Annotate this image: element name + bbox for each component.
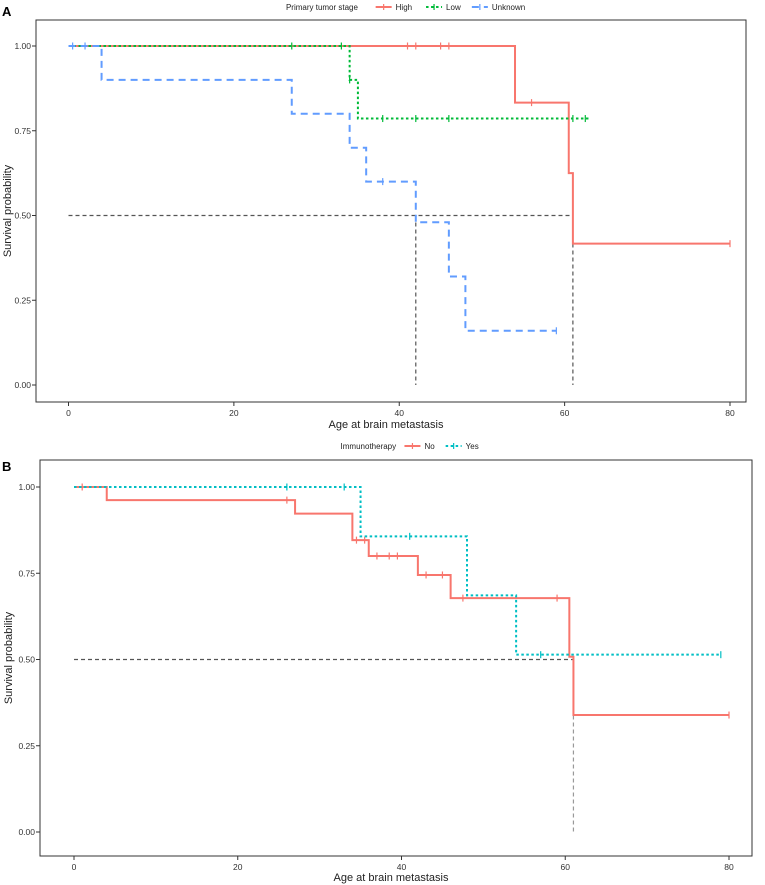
legend-title: Primary tumor stage bbox=[286, 3, 359, 12]
x-tick-label: 80 bbox=[725, 408, 735, 418]
x-tick-label: 40 bbox=[395, 408, 405, 418]
legend: Primary tumor stage High Low Unknown bbox=[286, 3, 525, 12]
survival-curve-unknown bbox=[68, 45, 557, 332]
x-axis-title: Age at brain metastasis bbox=[334, 872, 449, 884]
plot-frame bbox=[35, 19, 747, 403]
survival-curve-yes bbox=[74, 486, 721, 656]
legend-label-no: No bbox=[424, 442, 435, 451]
survival-curve-low bbox=[68, 45, 590, 120]
panel-letter: A bbox=[2, 4, 12, 19]
x-tick-label: 60 bbox=[560, 408, 570, 418]
panel-letter: B bbox=[2, 459, 11, 474]
legend-label-unknown: Unknown bbox=[492, 3, 525, 12]
y-tick-label: 1.00 bbox=[18, 482, 35, 492]
y-tick-label: 0.50 bbox=[14, 211, 31, 221]
y-tick-label: 0.75 bbox=[14, 126, 31, 136]
plot-frame bbox=[39, 459, 753, 857]
y-tick-label: 0.25 bbox=[14, 295, 31, 305]
y-tick-label: 0.75 bbox=[18, 568, 35, 578]
y-tick-label: 0.00 bbox=[14, 380, 31, 390]
legend-label-high: High bbox=[396, 3, 412, 12]
legend-title: Immunotherapy bbox=[341, 442, 397, 451]
x-tick-label: 80 bbox=[724, 862, 734, 872]
x-tick-label: 0 bbox=[66, 408, 71, 418]
x-tick-label: 20 bbox=[229, 408, 239, 418]
panel-B: B 0.00 0.25 0.50 0.75 1.00 0 20 40 60 80 Age at bra… bbox=[2, 442, 753, 884]
survival-curve-no bbox=[74, 486, 729, 717]
x-tick-label: 60 bbox=[561, 862, 571, 872]
x-axis-title: Age at brain metastasis bbox=[329, 419, 444, 431]
panel-A: A 0.00 0.25 0.50 0.75 1.00 0 20 40 60 80 Age at bra… bbox=[2, 3, 747, 431]
x-tick-label: 40 bbox=[397, 862, 407, 872]
survival-curve-high bbox=[68, 45, 730, 245]
x-tick-label: 0 bbox=[72, 862, 77, 872]
y-tick-label: 0.50 bbox=[18, 655, 35, 665]
legend: Immunotherapy No Yes bbox=[341, 442, 479, 451]
x-tick-label: 20 bbox=[233, 862, 243, 872]
y-tick-label: 0.00 bbox=[18, 827, 35, 837]
y-tick-label: 1.00 bbox=[14, 41, 31, 51]
y-axis-title: Survival probability bbox=[3, 611, 15, 704]
y-tick-label: 0.25 bbox=[18, 741, 35, 751]
legend-label-low: Low bbox=[446, 3, 461, 12]
legend-label-yes: Yes bbox=[466, 442, 479, 451]
y-axis-title: Survival probability bbox=[2, 164, 14, 257]
